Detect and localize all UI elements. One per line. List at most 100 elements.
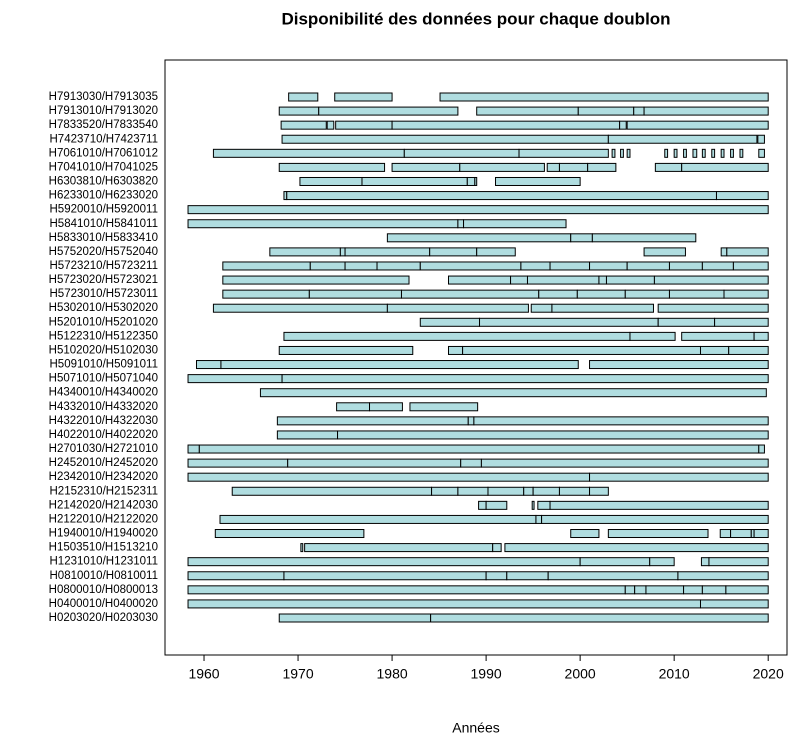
- availability-bar: [187, 205, 769, 215]
- availability-bar: [677, 571, 769, 581]
- availability-bar: [487, 486, 525, 496]
- availability-bar: [439, 92, 769, 102]
- row-label: H0800010/H0800013: [49, 584, 158, 596]
- row-label: H2452010/H2452020: [49, 457, 158, 469]
- row-label: H5841010/H5841011: [50, 218, 159, 230]
- availability-bar: [725, 585, 769, 595]
- availability-bar: [430, 613, 769, 623]
- availability-bar: [576, 289, 626, 299]
- availability-bar: [683, 585, 703, 595]
- x-axis-label: Années: [452, 720, 499, 736]
- row-label: H4332010/H4332020: [49, 401, 158, 413]
- row-label: H7423710/H7423711: [50, 133, 159, 145]
- availability-bar: [547, 571, 679, 581]
- row-label: H2342010/H2342020: [49, 471, 158, 483]
- row-label: H4322010/H4322030: [49, 415, 158, 427]
- availability-bar: [535, 514, 543, 524]
- availability-bar: [187, 374, 283, 384]
- availability-bar: [187, 557, 581, 567]
- availability-bar: [463, 219, 567, 229]
- availability-bar: [269, 247, 341, 257]
- availability-bar: [530, 303, 553, 313]
- availability-bar: [699, 345, 730, 355]
- availability-bar: [605, 275, 655, 285]
- chart-title: Disponibilité des données pour chaque do…: [281, 9, 670, 28]
- availability-bar: [504, 543, 769, 553]
- row-label: H5302010/H5302020: [49, 302, 158, 314]
- availability-bar: [587, 162, 617, 172]
- availability-bar: [510, 275, 528, 285]
- plot-frame: [164, 59, 788, 656]
- row-label: H5920010/H5920011: [50, 204, 159, 216]
- row-label: H1503510/H1513210: [49, 542, 158, 554]
- availability-bar: [739, 148, 744, 158]
- row-label: H5723210/H5723211: [50, 260, 159, 272]
- availability-bar: [344, 247, 431, 257]
- availability-bar: [701, 148, 706, 158]
- availability-bar: [457, 219, 465, 229]
- availability-bar: [429, 247, 478, 257]
- availability-bar: [653, 275, 769, 285]
- availability-bar: [506, 571, 549, 581]
- availability-bar: [657, 303, 769, 313]
- availability-bar: [220, 360, 579, 370]
- availability-bar: [278, 613, 432, 623]
- availability-bar: [336, 402, 371, 412]
- availability-bar: [299, 176, 363, 186]
- availability-bar: [278, 106, 320, 116]
- availability-bar: [457, 486, 489, 496]
- availability-bar: [386, 233, 572, 243]
- availability-bar: [531, 500, 535, 510]
- availability-bar: [283, 331, 631, 341]
- availability-bar: [288, 92, 319, 102]
- availability-bar: [626, 148, 631, 158]
- availability-bar: [344, 261, 378, 271]
- availability-bar: [409, 402, 479, 412]
- availability-bar: [478, 500, 487, 510]
- availability-bar: [753, 529, 769, 539]
- availability-bar: [187, 571, 285, 581]
- availability-bar: [598, 275, 607, 285]
- availability-bar: [187, 458, 289, 468]
- availability-bar: [673, 148, 678, 158]
- availability-bar: [447, 275, 512, 285]
- availability-bar: [692, 148, 698, 158]
- availability-bar: [681, 162, 769, 172]
- availability-bar: [476, 106, 579, 116]
- availability-bar: [634, 585, 647, 595]
- availability-bar: [278, 345, 414, 355]
- availability-bar: [607, 134, 758, 144]
- availability-bar: [654, 162, 683, 172]
- availability-bar: [480, 458, 769, 468]
- row-label: H4340010/H4340020: [49, 387, 158, 399]
- availability-bar: [546, 162, 560, 172]
- availability-bar: [222, 289, 310, 299]
- availability-bar: [361, 176, 468, 186]
- availability-bar: [681, 331, 755, 341]
- availability-bar: [541, 514, 769, 524]
- availability-bar: [708, 557, 769, 567]
- row-label: H5071010/H5071040: [49, 373, 158, 385]
- availability-bar: [758, 148, 765, 158]
- availability-bar: [570, 233, 593, 243]
- row-label: H6303810/H6303820: [49, 176, 158, 188]
- availability-bar: [720, 148, 725, 158]
- availability-bar: [538, 289, 578, 299]
- availability-bar: [629, 331, 676, 341]
- availability-bar: [723, 289, 769, 299]
- availability-bar: [419, 317, 481, 327]
- row-label: H7061010/H7061012: [49, 147, 158, 159]
- availability-bar: [479, 317, 659, 327]
- x-tick-label: 2000: [565, 666, 596, 682]
- availability-bar: [720, 247, 728, 257]
- availability-bar: [495, 176, 581, 186]
- availability-bar: [212, 303, 388, 313]
- availability-bar: [532, 486, 560, 496]
- availability-bar: [459, 162, 545, 172]
- availability-bar: [337, 430, 769, 440]
- availability-bar: [276, 416, 469, 426]
- availability-bar: [643, 106, 769, 116]
- availability-bar: [551, 303, 654, 313]
- x-tick-label: 2010: [659, 666, 690, 682]
- availability-bar: [281, 134, 609, 144]
